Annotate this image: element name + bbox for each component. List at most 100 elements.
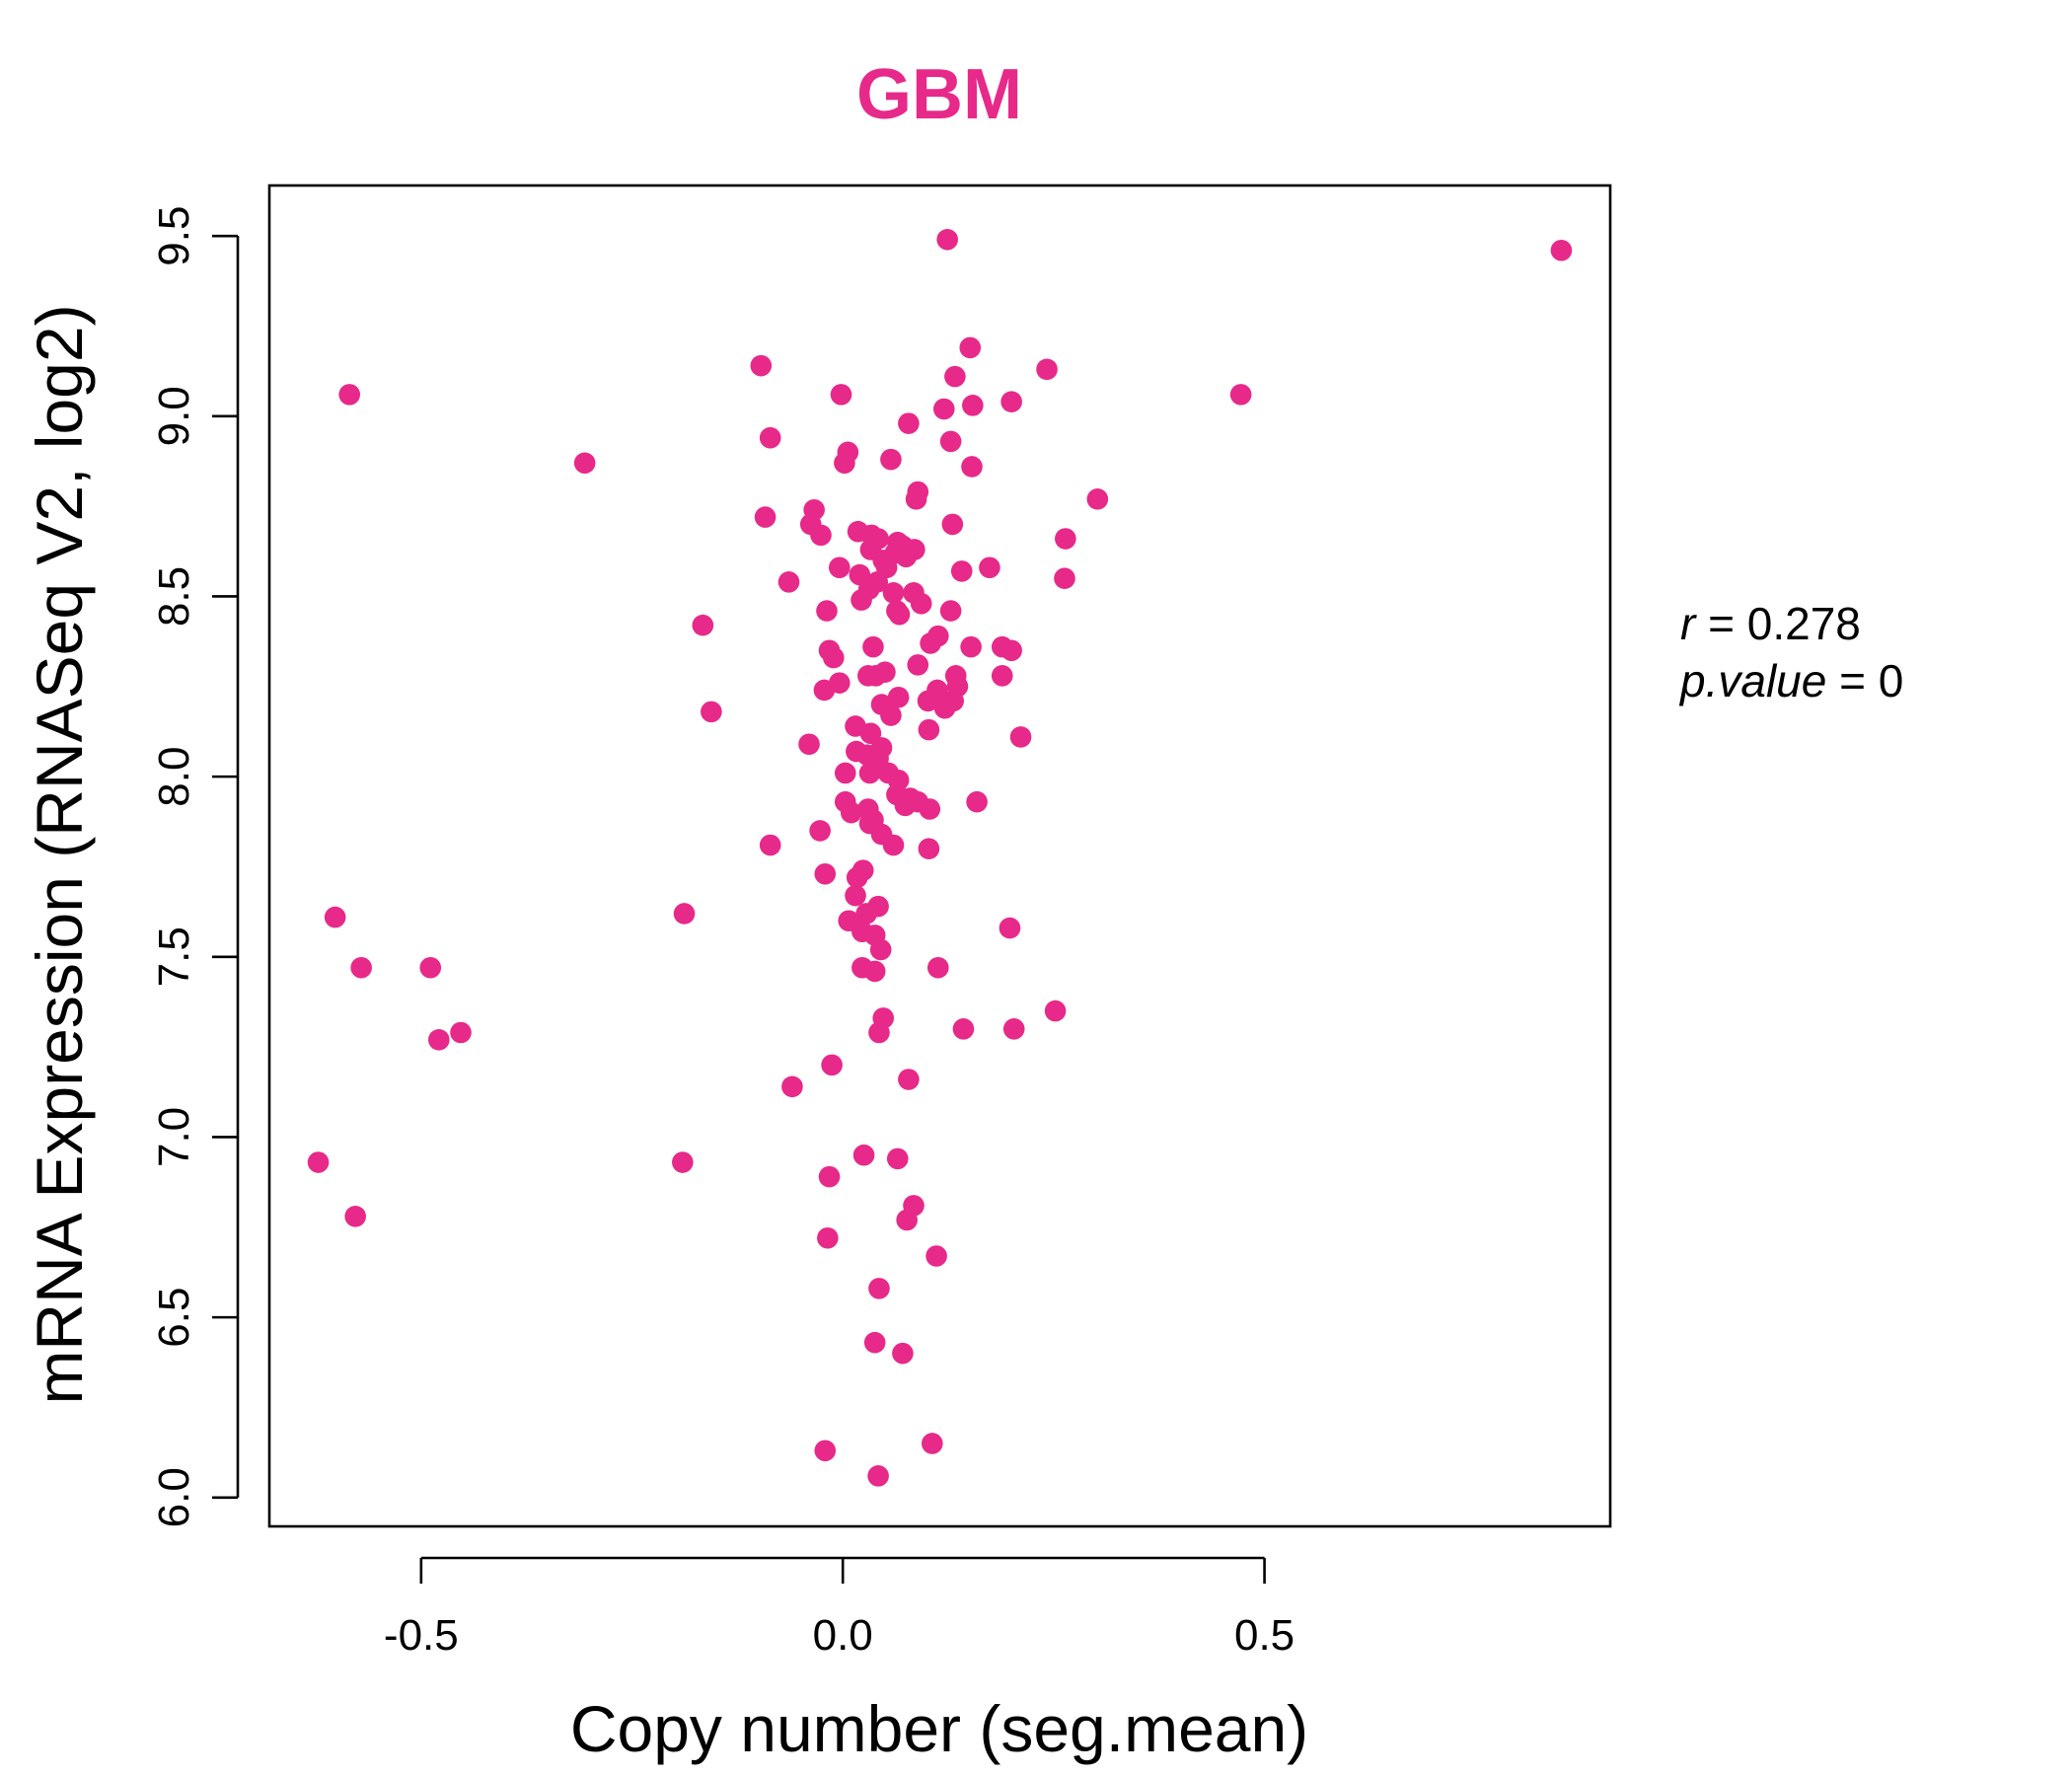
scatter-point [350,956,372,979]
p-value-stat: p.value = 0 [1678,655,1903,706]
scatter-point [919,798,941,820]
scatter-point [880,704,902,726]
scatter-point [863,960,886,983]
scatter-point [814,862,837,885]
scatter-point [814,1440,837,1462]
scatter-point [932,398,955,420]
scatter-point [818,1165,841,1188]
scatter-point [918,718,940,741]
scatter-point [817,1226,839,1249]
scatter-point [961,456,983,478]
scatter-point [1055,528,1076,550]
scatter-point [450,1021,472,1044]
scatter-point [759,834,781,856]
scatter-point [307,1151,330,1173]
scatter-point [1009,726,1032,748]
scatter-point [828,556,851,579]
scatter-point [979,556,1000,579]
scatter-point [868,1021,890,1044]
scatter-point [936,228,958,251]
scatter-point [701,701,722,723]
scatter-point [941,513,964,536]
scatter-point [959,336,982,359]
y-tick-label: 7.0 [150,1107,198,1167]
scatter-point [1229,384,1252,406]
scatter-point [1000,639,1022,662]
x-axis-title: Copy number (seg.mean) [570,1692,1308,1765]
scatter-point [895,546,918,568]
scatter-point [950,560,973,582]
scatter-point [324,906,346,928]
x-tick-label: 0.5 [1234,1611,1295,1660]
scatter-point [344,1206,366,1227]
correlation-stat: r = 0.278 [1680,598,1861,649]
y-tick-label: 6.5 [150,1288,198,1348]
y-tick-label: 6.0 [150,1467,198,1527]
scatter-point [991,665,1013,687]
scatter-point [922,1433,943,1454]
scatter-point [952,1018,975,1040]
scatter-point [809,820,831,842]
y-axis-title: mRNA Expression (RNASeq V2, log2) [23,304,96,1404]
scatter-point [910,592,932,615]
scatter-point [573,452,596,475]
scatter-point [863,1331,886,1354]
scatter-point [855,903,877,925]
scatter-point [834,762,856,784]
scatter-point [759,426,781,449]
r-value: 0.278 [1747,598,1861,649]
x-axis: -0.5 0.0 0.5 [384,1556,1295,1660]
scatter-point [864,665,887,687]
scatter-point [896,1209,918,1231]
scatter-point [882,834,905,856]
scatter-point [810,524,832,547]
scatter-point [754,506,777,528]
scatter-point [933,697,956,719]
scatter-point [920,632,941,654]
scatter-point [823,646,845,669]
scatter-point [834,452,855,475]
x-tick-label: 0.0 [813,1611,873,1660]
y-tick-label: 9.0 [150,386,198,446]
scatter-point [750,354,773,377]
scatter-point [882,582,905,604]
scatter-point [907,654,929,676]
scatter-point [338,384,360,406]
y-axis: 6.0 6.5 7.0 7.5 8.0 8.5 9.0 9.5 [150,206,240,1527]
scatter-point [905,488,927,510]
scatter-point [918,838,940,859]
scatter-point [960,635,982,658]
scatter-point [1044,999,1067,1022]
scatter-point [821,1054,843,1076]
scatter-point [962,395,984,416]
scatter-point [887,686,910,708]
scatter-point [1550,239,1573,261]
scatter-point [840,801,862,824]
scatter-point [858,762,881,784]
scatter-point [851,589,872,611]
scatter-point [672,1151,694,1173]
scatter-point [939,430,962,453]
scatter-point [1054,567,1075,590]
y-tick-label: 7.5 [150,926,198,987]
y-tick-label: 9.5 [150,206,198,266]
scatter-point [867,1465,889,1487]
scatter-point [1000,391,1022,412]
p-value-equals: = [1839,655,1879,706]
points-layer [307,228,1573,1487]
scatter-point [894,794,917,817]
scatter-point [868,1278,890,1299]
scatter-point [966,790,988,813]
r-equals: = [1708,598,1747,649]
scatter-point [859,722,882,745]
plot-frame [267,184,1612,1528]
scatter-point [781,1075,803,1098]
scatter-point [939,600,962,622]
scatter-point [869,938,892,961]
scatter-point [1086,488,1109,510]
scatter-point [419,956,442,979]
scatter-point [917,690,939,712]
scatter-point [1002,1018,1025,1040]
